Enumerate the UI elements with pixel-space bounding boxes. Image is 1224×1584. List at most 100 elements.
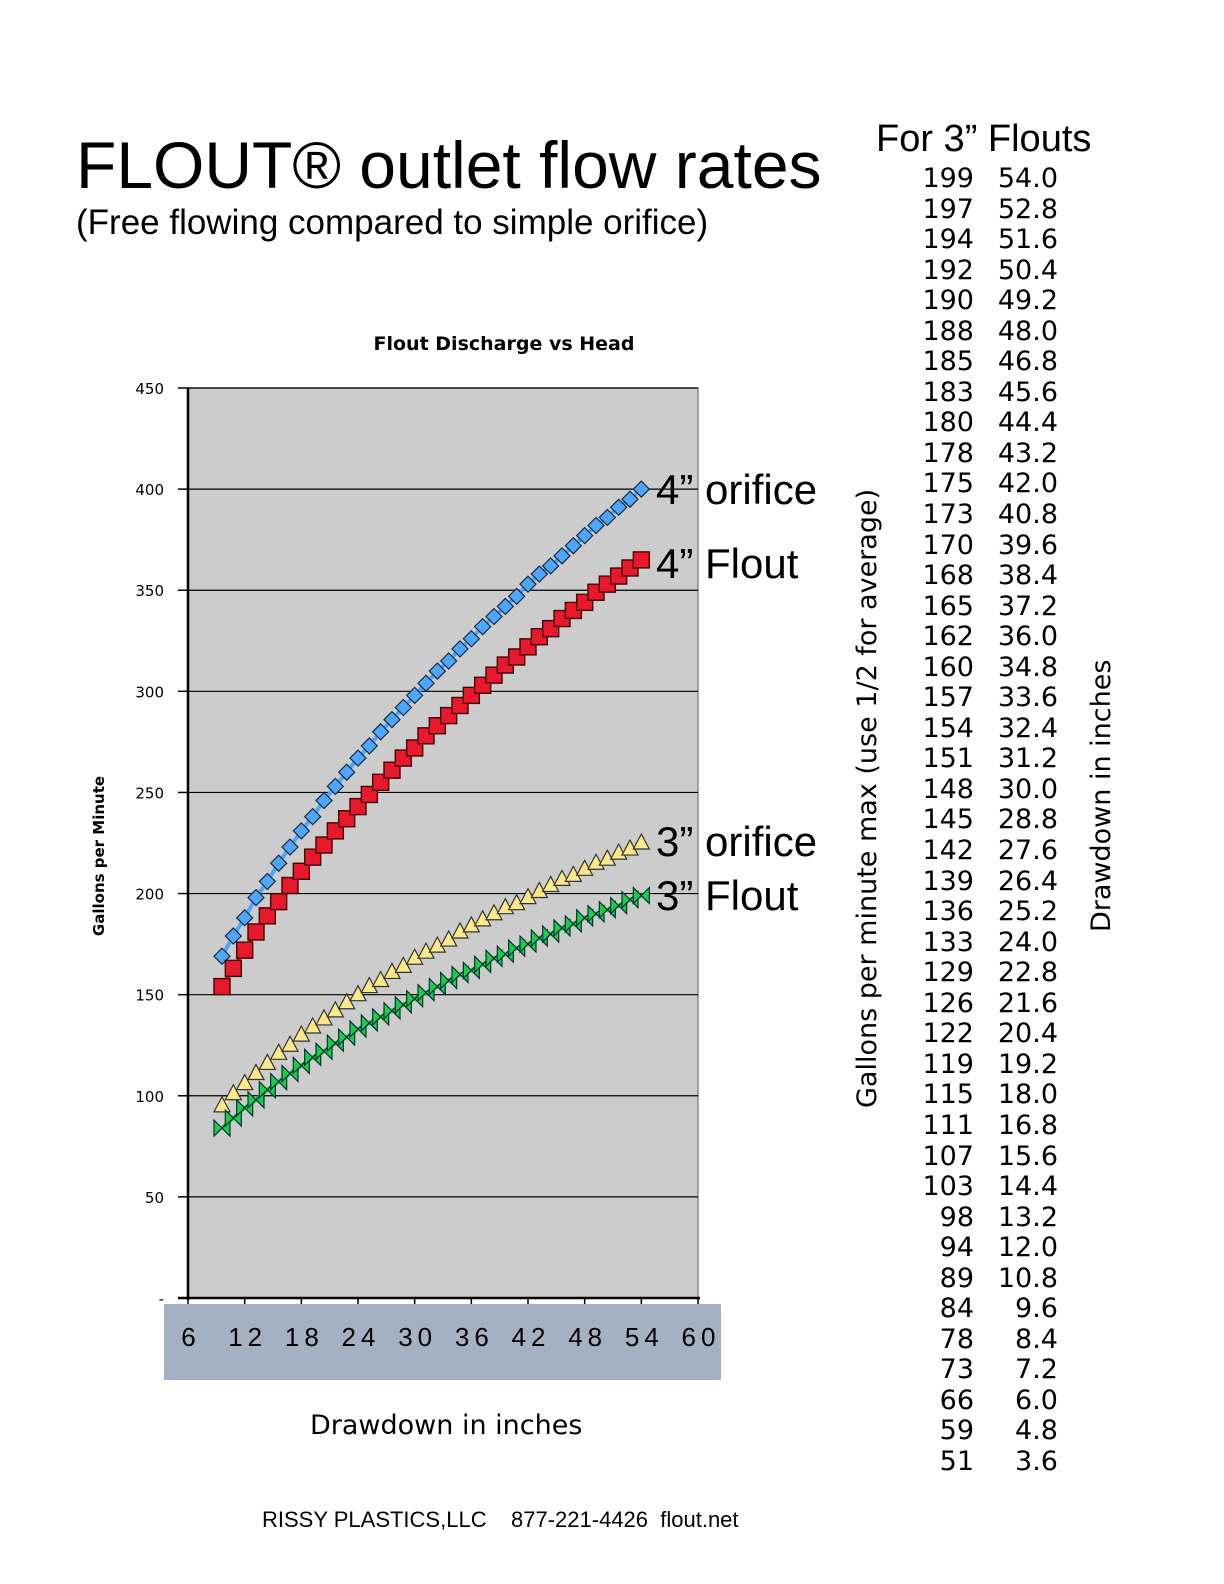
y-tick-label: 350 bbox=[135, 582, 164, 600]
diamond-marker bbox=[417, 674, 435, 693]
y-tick-label: 200 bbox=[135, 886, 164, 904]
table-row: 151 31.2 bbox=[912, 744, 1058, 775]
drawdown-cell: 38.4 bbox=[997, 560, 1058, 592]
drawdown-cell: 45.6 bbox=[997, 376, 1058, 408]
y-tick-label: 50 bbox=[145, 1189, 164, 1207]
table-row: 111 16.8 bbox=[912, 1111, 1058, 1142]
drawdown-cell: 20.4 bbox=[997, 1018, 1058, 1050]
table-row: 183 45.6 bbox=[912, 378, 1058, 409]
diamond-marker bbox=[621, 490, 639, 509]
table-row: 59 4.8 bbox=[912, 1416, 1058, 1447]
gpm-cell: 180 bbox=[922, 407, 974, 439]
gpm-cell: 157 bbox=[922, 682, 974, 714]
bowtie-marker bbox=[542, 924, 552, 944]
diamond-marker bbox=[349, 749, 367, 767]
bowtie-marker bbox=[213, 1118, 223, 1138]
gpm-cell: 199 bbox=[922, 163, 974, 194]
triangle-marker bbox=[247, 1063, 265, 1081]
plot-area bbox=[187, 387, 699, 1299]
diamond-marker bbox=[292, 822, 311, 840]
x-tick-label: 48 bbox=[568, 1322, 608, 1352]
diamond-marker bbox=[553, 546, 571, 565]
drawdown-cell: 49.2 bbox=[997, 285, 1058, 317]
table-title: For 3” Flouts bbox=[876, 118, 1092, 160]
gpm-cell: 173 bbox=[922, 499, 974, 531]
gpm-cell: 148 bbox=[922, 773, 974, 805]
table-row: 173 40.8 bbox=[912, 500, 1058, 531]
square-marker bbox=[224, 959, 243, 978]
diamond-marker bbox=[564, 536, 583, 555]
drawdown-cell: 42.0 bbox=[997, 468, 1058, 500]
table-row: 160 34.8 bbox=[912, 652, 1058, 684]
bowtie-marker bbox=[496, 944, 507, 964]
drawdown-cell: 9.6 bbox=[1015, 1293, 1058, 1325]
diamond-marker bbox=[451, 640, 469, 658]
diamond-marker bbox=[428, 662, 447, 680]
gpm-cell: 51 bbox=[939, 1445, 974, 1477]
bowtie-marker bbox=[417, 983, 427, 1003]
drawdown-cell: 32.4 bbox=[997, 712, 1058, 744]
diamond-marker bbox=[303, 807, 322, 826]
y-tick-label: 400 bbox=[135, 481, 164, 499]
bowtie-marker bbox=[564, 914, 575, 934]
page-subtitle: (Free flowing compared to simple orifice… bbox=[76, 203, 709, 242]
table-row: 180 44.4 bbox=[912, 408, 1058, 439]
x-tick-label: 36 bbox=[454, 1322, 494, 1352]
gpm-cell: 115 bbox=[922, 1079, 974, 1111]
table-row: 103 14.4 bbox=[912, 1172, 1058, 1203]
table-row: 126 21.6 bbox=[912, 988, 1058, 1020]
flow-table: 199 54.0 197 52.8 194 51.6 192 50.4 190 49.2 188 48… bbox=[912, 164, 1058, 1478]
drawdown-cell: 43.2 bbox=[997, 437, 1058, 469]
table-row: 190 49.2 bbox=[912, 286, 1058, 317]
drawdown-cell: 15.6 bbox=[997, 1140, 1058, 1172]
drawdown-cell: 8.4 bbox=[1015, 1323, 1058, 1355]
drawdown-cell: 18.0 bbox=[997, 1079, 1058, 1111]
bowtie-marker bbox=[610, 896, 620, 916]
gpm-cell: 151 bbox=[922, 743, 974, 775]
gpm-cell: 168 bbox=[922, 560, 974, 592]
x-tick-label: 54 bbox=[624, 1322, 664, 1352]
bowtie-marker bbox=[383, 1001, 393, 1021]
diamond-marker bbox=[496, 597, 515, 616]
bowtie-marker bbox=[598, 900, 609, 920]
diamond-marker bbox=[258, 872, 277, 891]
bowtie-marker bbox=[440, 971, 450, 990]
drawdown-cell: 28.8 bbox=[997, 804, 1058, 836]
triangle-marker bbox=[281, 1034, 299, 1052]
page-title: FLOUT® outlet flow rates bbox=[76, 128, 822, 202]
gpm-cell: 139 bbox=[922, 865, 974, 897]
diamond-marker bbox=[485, 607, 503, 626]
gpm-cell: 78 bbox=[939, 1323, 974, 1355]
series-s3-orifice bbox=[213, 832, 651, 1113]
bowtie-marker bbox=[462, 960, 473, 980]
diamond-marker bbox=[371, 722, 390, 741]
gpm-cell: 188 bbox=[922, 315, 974, 347]
y-tick-label: 100 bbox=[135, 1088, 164, 1106]
gpm-cell: 89 bbox=[939, 1262, 974, 1294]
bowtie-marker bbox=[270, 1072, 280, 1092]
bowtie-marker bbox=[281, 1064, 291, 1083]
y-tick-label: 300 bbox=[135, 683, 164, 701]
diamond-marker bbox=[473, 617, 492, 636]
chart-title: Flout Discharge vs Head bbox=[374, 333, 635, 355]
diamond-marker bbox=[632, 480, 651, 498]
y-tick-label: - bbox=[159, 1290, 164, 1308]
square-marker bbox=[247, 923, 265, 941]
x-tick-label: 18 bbox=[284, 1322, 324, 1352]
gpm-cell: 178 bbox=[922, 437, 974, 469]
bowtie-marker bbox=[349, 1019, 359, 1039]
series-label-3in-flout: 3” Flout bbox=[656, 872, 799, 919]
table-row: 119 19.2 bbox=[912, 1050, 1058, 1081]
drawdown-cell: 24.0 bbox=[997, 926, 1058, 958]
table-row: 142 27.6 bbox=[912, 836, 1058, 867]
table-row: 129 22.8 bbox=[912, 958, 1058, 989]
triangle-marker bbox=[224, 1083, 243, 1101]
bowtie-marker bbox=[428, 977, 439, 997]
bowtie-marker bbox=[485, 948, 495, 968]
gpm-cell: 194 bbox=[922, 224, 974, 256]
bowtie-marker bbox=[304, 1047, 314, 1067]
drawdown-cell: 4.8 bbox=[1015, 1415, 1058, 1447]
table-row: 84 9.6 bbox=[912, 1294, 1058, 1325]
gpm-cell: 170 bbox=[922, 529, 974, 561]
